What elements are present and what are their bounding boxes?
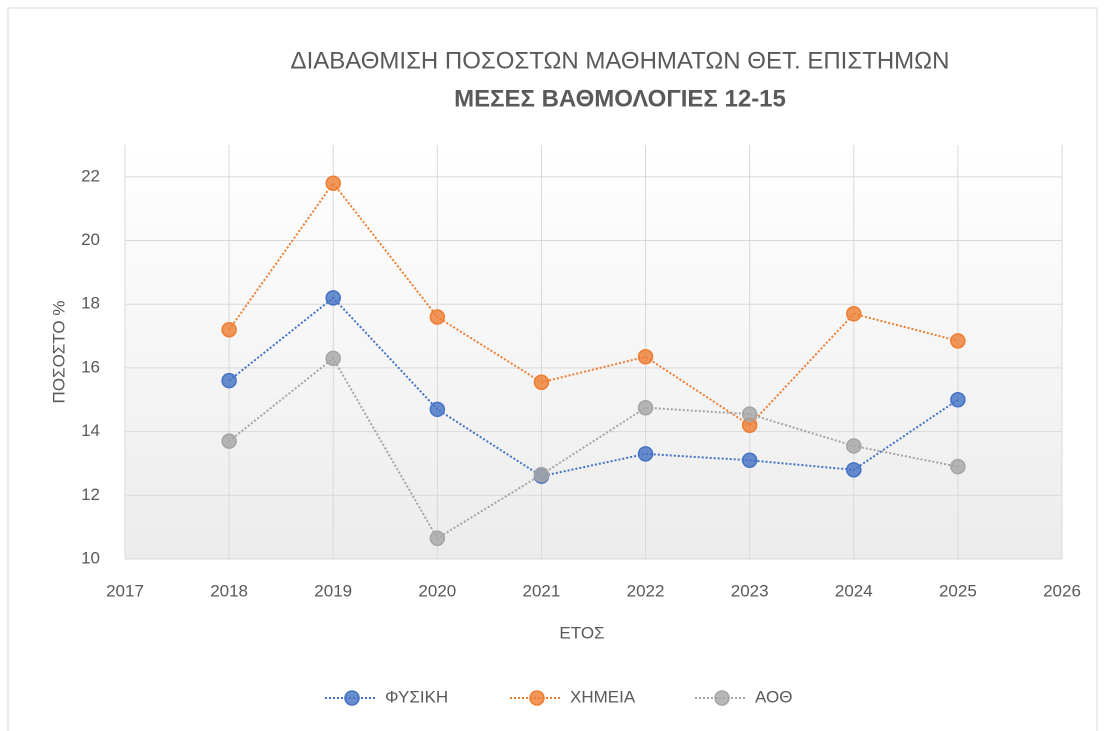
- plot-area: [125, 145, 1062, 559]
- data-point: [429, 309, 446, 325]
- data-point: [221, 321, 237, 338]
- legend-label: ΧΗΜΕΙΑ: [570, 687, 636, 706]
- series-line: [228, 356, 959, 540]
- data-point: [637, 399, 654, 416]
- data-point: [950, 333, 966, 349]
- y-tick-label: 16: [81, 357, 100, 376]
- data-point: [325, 175, 341, 191]
- legend-marker: [529, 690, 545, 706]
- x-tick-label: 2019: [314, 581, 352, 600]
- y-tick-label: 12: [81, 485, 100, 504]
- data-point: [221, 433, 237, 449]
- x-tick-label: 2018: [210, 581, 248, 600]
- data-point: [325, 350, 341, 367]
- x-tick-label: 2023: [731, 581, 769, 600]
- x-axis-label: ΕΤΟΣ: [559, 623, 604, 642]
- data-point: [325, 290, 341, 306]
- x-tick-label: 2026: [1043, 581, 1081, 600]
- x-tick-label: 2021: [523, 581, 561, 600]
- x-tick-label: 2025: [939, 581, 977, 600]
- data-point: [429, 401, 446, 418]
- chart-title: ΔΙΑΒΑΘΜΙΣΗ ΠΟΣΟΣΤΩΝ ΜΑΘΗΜΑΤΩΝ ΘΕΤ. ΕΠΙΣΤ…: [291, 47, 950, 74]
- y-tick-label: 14: [81, 421, 100, 440]
- legend-marker: [714, 690, 730, 706]
- data-point: [846, 462, 862, 478]
- data-point: [637, 349, 654, 365]
- data-point: [741, 406, 758, 422]
- legend-label: ΦΥΣΙΚΗ: [385, 687, 448, 706]
- data-point: [846, 306, 862, 322]
- x-tick-label: 2020: [418, 581, 456, 600]
- y-tick-label: 10: [81, 548, 100, 567]
- legend-label: ΑΟΘ: [755, 687, 792, 706]
- data-point: [533, 374, 550, 391]
- chart-subtitle: ΜΕΣΕΣ ΒΑΘΜΟΛΟΓΙΕΣ 12-15: [454, 85, 786, 112]
- legend-marker: [344, 690, 360, 706]
- x-tick-label: 2017: [106, 581, 144, 600]
- y-tick-label: 20: [81, 230, 100, 249]
- data-point: [950, 458, 966, 475]
- data-point: [533, 466, 550, 483]
- data-point: [741, 452, 758, 469]
- y-tick-label: 22: [81, 166, 100, 185]
- x-tick-label: 2022: [627, 581, 665, 600]
- y-tick-label: 18: [81, 294, 100, 313]
- data-point: [950, 392, 966, 408]
- y-axis-label: ΠΟΣΟΣΤΟ %: [49, 301, 68, 404]
- data-point: [221, 372, 237, 389]
- series-line: [228, 181, 959, 427]
- x-tick-label: 2024: [835, 581, 873, 600]
- data-point: [637, 446, 654, 462]
- data-point: [429, 530, 446, 547]
- data-point: [846, 438, 862, 454]
